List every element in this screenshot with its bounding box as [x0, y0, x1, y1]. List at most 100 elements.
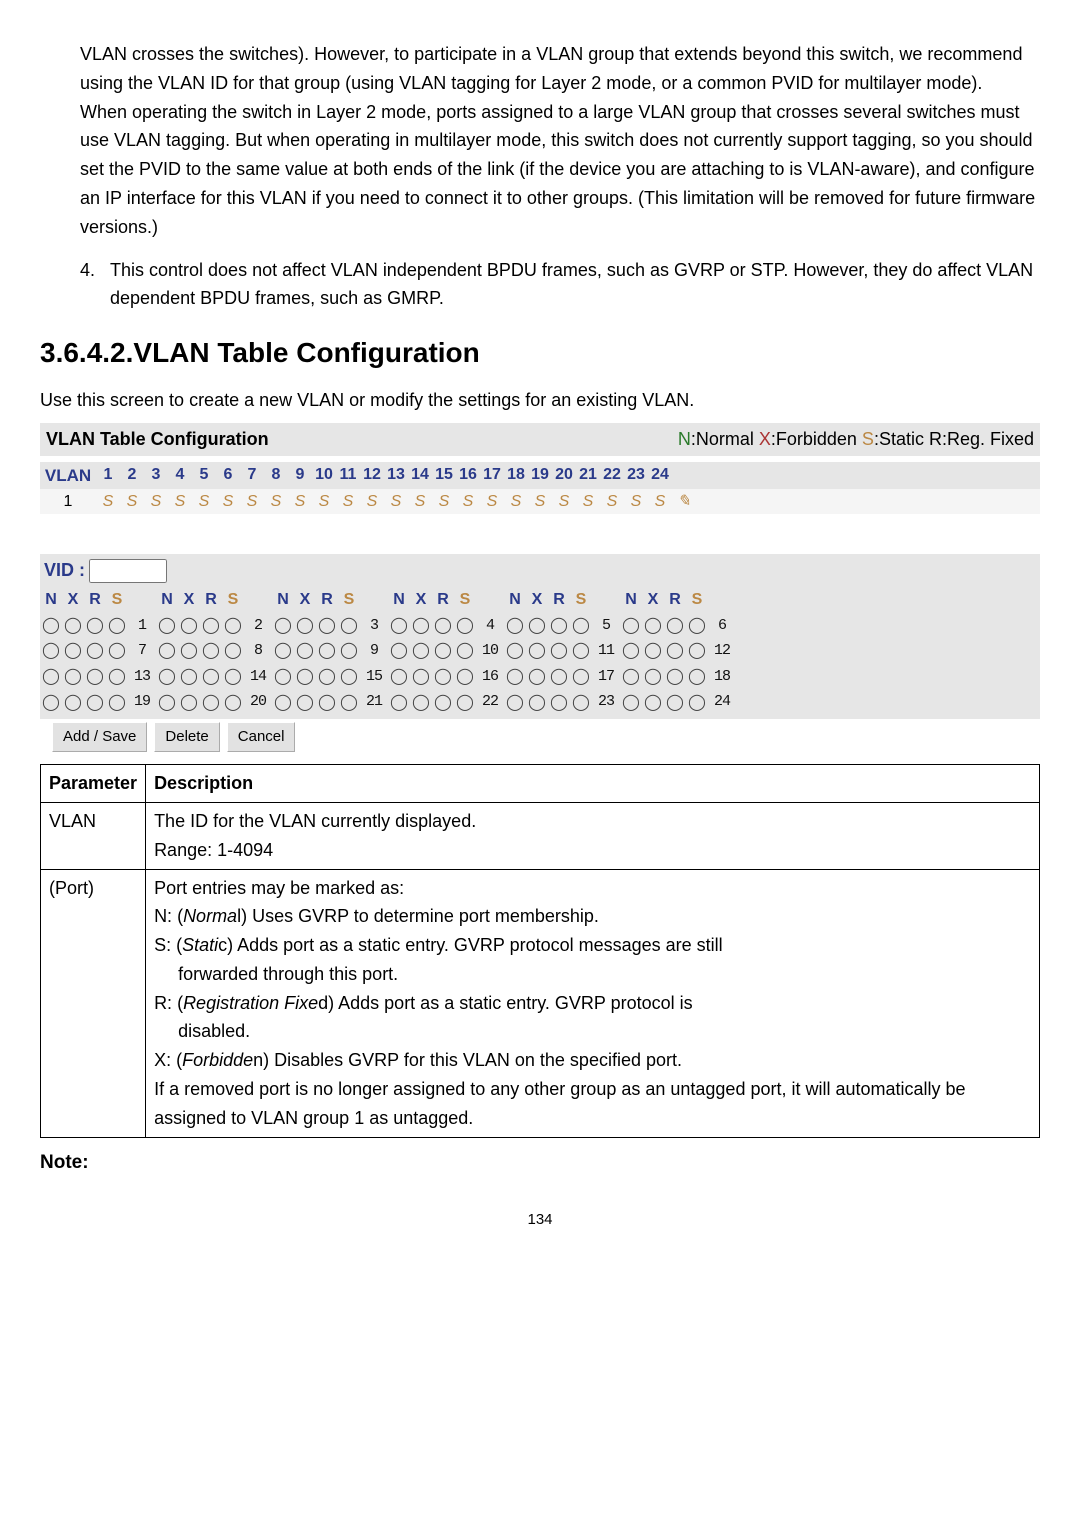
port-radio[interactable]: ◯	[62, 664, 84, 690]
port-radio[interactable]: ◯	[316, 690, 338, 716]
port-radio[interactable]: ◯	[388, 613, 410, 639]
port-radio[interactable]: ◯	[686, 664, 708, 690]
port-radio[interactable]: ◯	[454, 638, 476, 664]
port-radio[interactable]: ◯	[620, 638, 642, 664]
port-radio[interactable]: ◯	[548, 613, 570, 639]
port-radio[interactable]: ◯	[410, 664, 432, 690]
port-radio[interactable]: ◯	[294, 613, 316, 639]
port-radio[interactable]: ◯	[200, 690, 222, 716]
port-radio[interactable]: ◯	[156, 613, 178, 639]
port-radio[interactable]: ◯	[40, 638, 62, 664]
port-radio[interactable]: ◯	[620, 613, 642, 639]
port-radio[interactable]: ◯	[526, 664, 548, 690]
port-radio[interactable]: ◯	[272, 664, 294, 690]
add-save-button[interactable]: Add / Save	[52, 722, 147, 752]
port-radio[interactable]: ◯	[664, 664, 686, 690]
port-radio[interactable]: ◯	[222, 664, 244, 690]
port-radio[interactable]: ◯	[178, 638, 200, 664]
port-radio[interactable]: ◯	[526, 690, 548, 716]
port-radio[interactable]: ◯	[84, 664, 106, 690]
edit-icon[interactable]: ✎	[672, 489, 696, 515]
port-radio[interactable]: ◯	[686, 638, 708, 664]
port-radio[interactable]: ◯	[200, 664, 222, 690]
port-radio[interactable]: ◯	[156, 690, 178, 716]
port-radio[interactable]: ◯	[338, 664, 360, 690]
port-radio[interactable]: ◯	[432, 638, 454, 664]
port-radio[interactable]: ◯	[570, 690, 592, 716]
port-radio[interactable]: ◯	[272, 613, 294, 639]
port-radio[interactable]: ◯	[316, 613, 338, 639]
port-radio[interactable]: ◯	[664, 638, 686, 664]
port-radio[interactable]: ◯	[548, 638, 570, 664]
port-radio[interactable]: ◯	[642, 664, 664, 690]
port-radio[interactable]: ◯	[40, 690, 62, 716]
port-radio[interactable]: ◯	[62, 690, 84, 716]
port-radio[interactable]: ◯	[686, 613, 708, 639]
port-radio[interactable]: ◯	[62, 638, 84, 664]
port-radio[interactable]: ◯	[388, 690, 410, 716]
port-radio[interactable]: ◯	[40, 613, 62, 639]
port-radio[interactable]: ◯	[620, 690, 642, 716]
port-radio[interactable]: ◯	[642, 690, 664, 716]
port-radio[interactable]: ◯	[454, 664, 476, 690]
port-radio[interactable]: ◯	[200, 613, 222, 639]
port-radio[interactable]: ◯	[570, 638, 592, 664]
port-radio[interactable]: ◯	[294, 690, 316, 716]
port-radio[interactable]: ◯	[570, 613, 592, 639]
port-radio[interactable]: ◯	[338, 613, 360, 639]
port-radio[interactable]: ◯	[178, 664, 200, 690]
port-radio[interactable]: ◯	[504, 690, 526, 716]
delete-button[interactable]: Delete	[154, 722, 219, 752]
port-radio[interactable]: ◯	[222, 638, 244, 664]
port-radio[interactable]: ◯	[620, 664, 642, 690]
port-radio[interactable]: ◯	[84, 690, 106, 716]
port-radio[interactable]: ◯	[200, 638, 222, 664]
port-radio[interactable]: ◯	[272, 638, 294, 664]
port-radio[interactable]: ◯	[388, 638, 410, 664]
port-radio[interactable]: ◯	[410, 690, 432, 716]
port-radio[interactable]: ◯	[664, 613, 686, 639]
port-radio[interactable]: ◯	[548, 664, 570, 690]
port-radio[interactable]: ◯	[642, 638, 664, 664]
port-radio[interactable]: ◯	[40, 664, 62, 690]
port-radio[interactable]: ◯	[526, 613, 548, 639]
port-radio[interactable]: ◯	[432, 664, 454, 690]
port-radio[interactable]: ◯	[504, 613, 526, 639]
port-radio[interactable]: ◯	[454, 613, 476, 639]
port-radio[interactable]: ◯	[294, 638, 316, 664]
port-radio[interactable]: ◯	[316, 638, 338, 664]
port-radio[interactable]: ◯	[84, 638, 106, 664]
port-radio[interactable]: ◯	[316, 664, 338, 690]
port-radio[interactable]: ◯	[642, 613, 664, 639]
port-radio[interactable]: ◯	[106, 690, 128, 716]
port-radio[interactable]: ◯	[338, 690, 360, 716]
port-radio[interactable]: ◯	[106, 664, 128, 690]
port-radio[interactable]: ◯	[526, 638, 548, 664]
port-radio[interactable]: ◯	[222, 690, 244, 716]
port-radio[interactable]: ◯	[106, 638, 128, 664]
cancel-button[interactable]: Cancel	[227, 722, 296, 752]
port-radio[interactable]: ◯	[686, 690, 708, 716]
port-radio[interactable]: ◯	[222, 613, 244, 639]
port-radio[interactable]: ◯	[156, 638, 178, 664]
port-radio[interactable]: ◯	[454, 690, 476, 716]
port-radio[interactable]: ◯	[410, 613, 432, 639]
port-radio[interactable]: ◯	[62, 613, 84, 639]
port-radio[interactable]: ◯	[106, 613, 128, 639]
port-radio[interactable]: ◯	[432, 690, 454, 716]
port-radio[interactable]: ◯	[178, 613, 200, 639]
port-radio[interactable]: ◯	[432, 613, 454, 639]
port-radio[interactable]: ◯	[388, 664, 410, 690]
port-radio[interactable]: ◯	[570, 664, 592, 690]
port-radio[interactable]: ◯	[84, 613, 106, 639]
port-radio[interactable]: ◯	[294, 664, 316, 690]
port-radio[interactable]: ◯	[410, 638, 432, 664]
port-radio[interactable]: ◯	[504, 664, 526, 690]
port-radio[interactable]: ◯	[156, 664, 178, 690]
port-radio[interactable]: ◯	[664, 690, 686, 716]
port-radio[interactable]: ◯	[504, 638, 526, 664]
port-radio[interactable]: ◯	[178, 690, 200, 716]
port-radio[interactable]: ◯	[338, 638, 360, 664]
port-radio[interactable]: ◯	[548, 690, 570, 716]
port-radio[interactable]: ◯	[272, 690, 294, 716]
